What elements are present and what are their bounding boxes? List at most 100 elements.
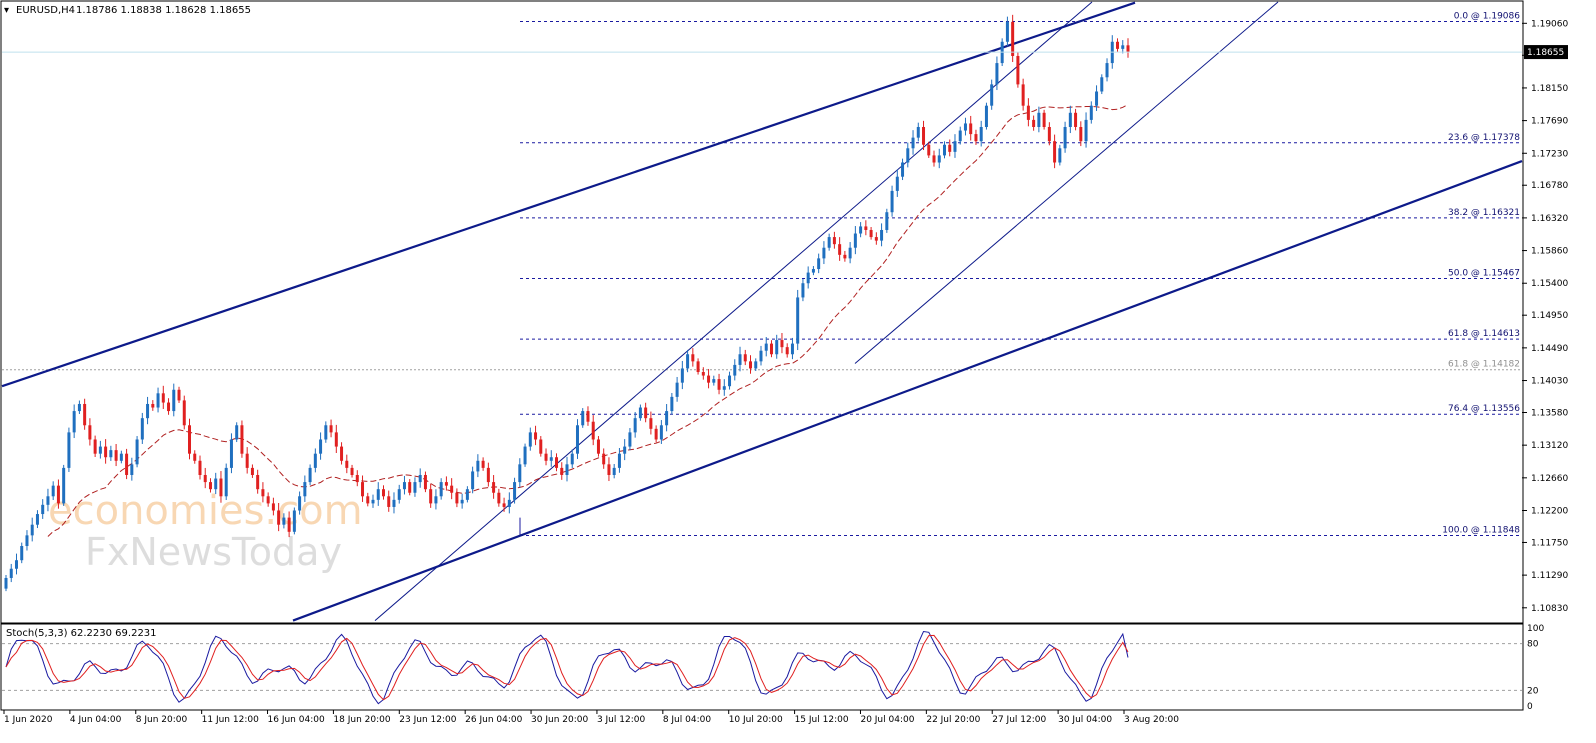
candle-body [979, 126, 983, 142]
candle-body [471, 471, 475, 490]
price-tick-label: 1.14490 [1531, 344, 1568, 354]
candle-body [565, 464, 569, 475]
candle-body [41, 504, 45, 515]
candle-body [1084, 119, 1088, 142]
candle-body [4, 577, 8, 589]
candle-body [208, 482, 212, 490]
candle-body [738, 354, 742, 365]
fib-label: 50.0 @ 1.15467 [1448, 268, 1520, 278]
candle-body [722, 386, 726, 390]
candle-body [1005, 21, 1009, 42]
candle-body [544, 453, 548, 461]
current-price-label: 1.18655 [1527, 48, 1564, 58]
candle-body [743, 354, 747, 362]
candle-body [497, 492, 501, 504]
menu-triangle-icon[interactable]: ▾ [4, 5, 9, 16]
candle-body [46, 496, 50, 505]
time-tick-label: 15 Jul 12:00 [795, 715, 849, 725]
gray-level-label: 61.8 @ 1.14182 [1448, 360, 1520, 370]
candle-body [901, 162, 905, 177]
candle-body [764, 343, 768, 351]
candle-body [916, 126, 920, 138]
candle-body [555, 457, 559, 468]
price-tick-label: 1.10830 [1531, 604, 1568, 614]
candle-body [686, 354, 690, 369]
candle-body [93, 439, 97, 454]
candle-body [628, 432, 632, 447]
candle-body [308, 467, 312, 483]
channel-upper-thin [374, 1, 1093, 621]
candle-body [271, 503, 275, 511]
candle-body [146, 403, 150, 419]
candle-body [355, 474, 359, 483]
candle-body [224, 467, 228, 497]
candles [4, 14, 1130, 592]
candle-body [261, 489, 265, 497]
price-tick-label: 1.18150 [1531, 84, 1568, 94]
candle-body [361, 482, 365, 497]
candle-body [119, 453, 123, 461]
candle-body [769, 343, 773, 355]
price-tick-label: 1.14950 [1531, 311, 1568, 321]
candle-body [423, 474, 427, 490]
time-tick-label: 16 Jun 04:00 [268, 715, 325, 725]
candle-body [277, 510, 281, 525]
candle-body [235, 425, 239, 440]
candle-body [518, 464, 522, 483]
price-tick-label: 1.15400 [1531, 279, 1568, 289]
candle-body [219, 478, 223, 497]
time-tick-label: 11 Jun 12:00 [202, 715, 259, 725]
watermark-economies: economies.com [48, 488, 363, 534]
candle-body [182, 400, 186, 426]
symbol-label: EURUSD,H4 [16, 5, 75, 16]
candle-body [77, 403, 81, 412]
time-axis: 1 Jun 2020 4 Jun 04:00 8 Jun 20:00 11 Jun 1… [3, 710, 1179, 725]
candle-body [942, 144, 946, 156]
time-tick-label: 27 Jul 12:00 [992, 715, 1046, 725]
candle-body [67, 432, 71, 468]
candle-body [953, 141, 957, 152]
candle-body [617, 453, 621, 468]
stoch-signal-line [5, 634, 1129, 701]
candle-body [728, 375, 732, 387]
candle-body [444, 482, 448, 486]
candle-body [827, 237, 831, 248]
candle-body [859, 226, 863, 234]
candle-body [1116, 41, 1120, 49]
fib-label: 38.2 @ 1.16321 [1448, 208, 1520, 218]
candle-body [1011, 21, 1015, 56]
candle-body [1063, 126, 1067, 149]
candle-body [848, 247, 852, 259]
candle-body [229, 439, 233, 468]
candle-body [806, 272, 810, 284]
price-tick-label: 1.11290 [1531, 571, 1568, 581]
candle-body [644, 407, 648, 419]
price-tick-label: 1.13580 [1531, 408, 1568, 418]
ohlc-values: 1.18786 1.18838 1.18628 1.18655 [76, 5, 251, 16]
candle-body [188, 425, 192, 454]
candle-body [1047, 126, 1051, 142]
candle-body [345, 460, 349, 468]
candle-body [675, 382, 679, 397]
candle-body [633, 418, 637, 433]
candle-body [575, 425, 579, 454]
candle-body [387, 496, 391, 507]
time-tick-label: 30 Jun 20:00 [531, 715, 588, 725]
candle-body [880, 229, 884, 241]
candle-body [638, 407, 642, 419]
candle-body [691, 354, 695, 362]
candle-body [596, 439, 600, 454]
time-tick-label: 4 Jun 04:00 [70, 715, 122, 725]
candle-body [502, 503, 506, 507]
candle-body [775, 340, 779, 355]
fib-label: 100.0 @ 1.11848 [1442, 525, 1520, 535]
candle-body [1068, 112, 1072, 127]
trend-channels [1, 1, 1523, 622]
candle-body [843, 254, 847, 259]
stoch-panel [0, 623, 1524, 711]
time-tick-label: 3 Aug 20:00 [1124, 715, 1179, 725]
stoch-main-line [5, 630, 1129, 705]
candle-body [932, 155, 936, 163]
candle-body [161, 393, 165, 403]
